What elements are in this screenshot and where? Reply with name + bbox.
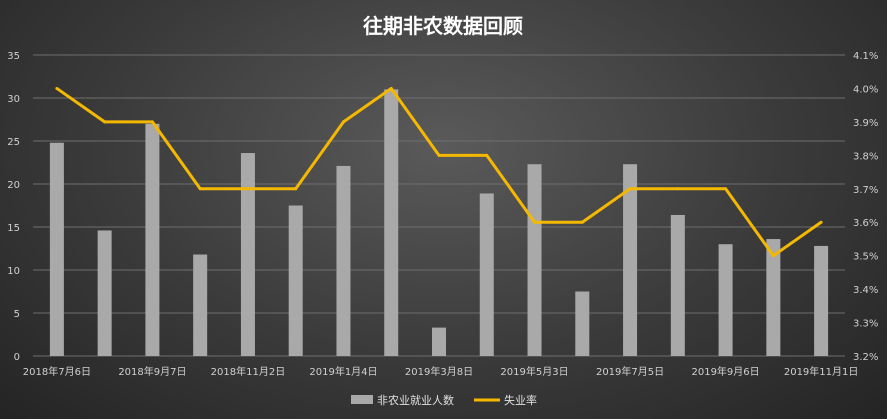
y-right-tick-label: 4.1% — [853, 51, 878, 62]
line-point — [676, 187, 680, 191]
bar — [718, 244, 733, 356]
line-series — [55, 86, 823, 258]
x-tick-label: 2019年7月5日 — [596, 365, 664, 378]
bar — [479, 193, 494, 356]
line-point — [533, 220, 537, 224]
y-axis-left: 0 5 10 15 20 25 30 35 — [7, 51, 20, 363]
line-point — [198, 187, 202, 191]
x-tick-label: 2018年7月6日 — [23, 365, 91, 378]
bar — [145, 123, 160, 356]
y-left-tick-label: 20 — [7, 180, 20, 191]
line-point — [485, 153, 489, 157]
line-point — [103, 120, 107, 124]
bar — [766, 239, 781, 356]
line-point — [389, 86, 393, 90]
bar — [240, 153, 255, 356]
line-point — [246, 187, 250, 191]
legend-swatch-bar — [351, 395, 373, 404]
y-right-tick-label: 3.8% — [853, 151, 878, 162]
y-left-tick-label: 10 — [7, 266, 20, 277]
gridlines — [33, 54, 845, 357]
line-point — [341, 120, 345, 124]
x-tick-label: 2019年11月1日 — [784, 365, 859, 378]
line-point — [580, 220, 584, 224]
bar — [623, 164, 638, 356]
y-right-tick-label: 3.7% — [853, 185, 878, 196]
bar — [288, 205, 303, 356]
x-tick-label: 2019年5月3日 — [500, 365, 568, 378]
chart-title: 往期非农数据回顾 — [363, 14, 523, 38]
y-right-tick-label: 3.6% — [853, 218, 878, 229]
y-left-tick-label: 0 — [14, 352, 20, 363]
bar — [575, 291, 590, 356]
x-tick-label: 2019年3月8日 — [405, 365, 473, 378]
legend: 非农业就业人数 失业率 — [351, 393, 537, 407]
y-left-tick-label: 25 — [7, 137, 20, 148]
bar — [336, 165, 351, 356]
bar — [193, 254, 208, 356]
unemployment-line — [56, 86, 822, 258]
x-axis: 2018年7月6日 2018年9月7日 2018年11月2日 2019年1月4日 201… — [23, 365, 859, 378]
y-left-tick-label: 15 — [7, 223, 20, 234]
bar — [49, 142, 64, 356]
bar — [97, 230, 112, 356]
bar-series — [49, 89, 829, 357]
line-point — [628, 187, 632, 191]
legend-label-line: 失业率 — [504, 393, 537, 407]
x-tick-label: 2019年1月4日 — [309, 365, 377, 378]
y-right-tick-label: 3.4% — [853, 285, 878, 296]
line-point — [437, 153, 441, 157]
x-tick-label: 2019年9月6日 — [691, 365, 759, 378]
y-right-tick-label: 3.3% — [853, 319, 878, 330]
line-point — [294, 187, 298, 191]
line-point — [724, 187, 728, 191]
line-point — [819, 220, 823, 224]
bar — [527, 164, 542, 356]
y-right-tick-label: 3.9% — [853, 118, 878, 129]
y-right-tick-label: 4.0% — [853, 84, 878, 95]
bar — [384, 89, 399, 357]
y-right-tick-label: 3.2% — [853, 352, 878, 363]
y-right-tick-label: 3.5% — [853, 252, 878, 263]
y-left-tick-label: 30 — [7, 94, 20, 105]
line-point — [150, 120, 154, 124]
y-axis-right: 3.2% 3.3% 3.4% 3.5% 3.6% 3.7% 3.8% 3.9% 4.0% 4.1% — [853, 51, 878, 363]
bar — [432, 327, 446, 356]
y-left-tick-label: 35 — [7, 51, 20, 62]
line-point — [55, 86, 59, 90]
bar — [670, 214, 685, 356]
legend-label-bar: 非农业就业人数 — [377, 393, 454, 407]
y-left-tick-label: 5 — [14, 309, 20, 320]
bar — [814, 245, 829, 356]
line-point — [771, 254, 775, 258]
x-tick-label: 2018年9月7日 — [118, 365, 186, 378]
x-tick-label: 2018年11月2日 — [211, 365, 286, 378]
